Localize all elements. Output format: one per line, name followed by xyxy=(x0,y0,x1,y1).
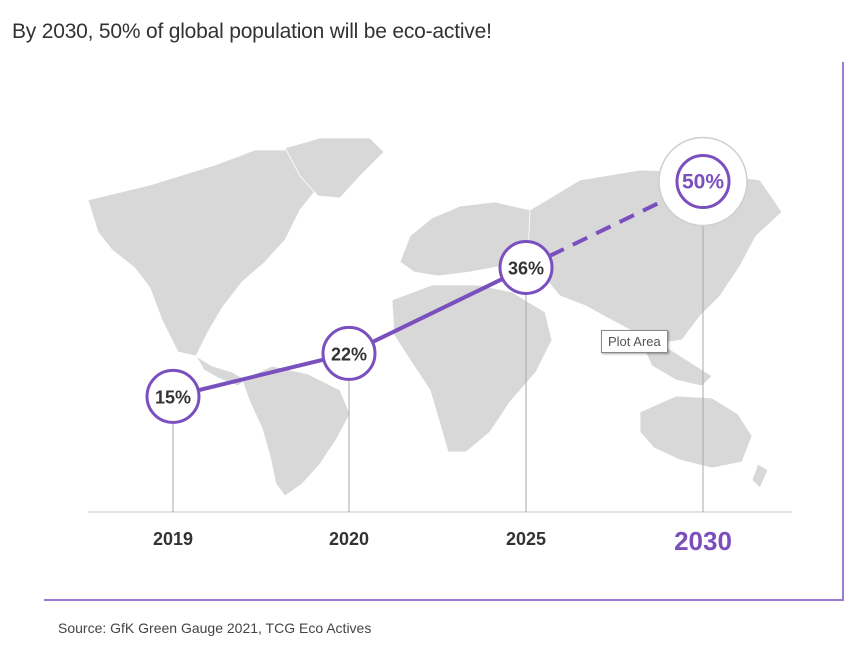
stem-lines xyxy=(172,207,704,512)
x-tick-2030: 2030 xyxy=(674,526,732,556)
data-label-2030: 50% xyxy=(682,171,724,194)
frame-border xyxy=(44,62,844,601)
series-segment xyxy=(348,265,527,356)
map-new-zealand xyxy=(751,463,769,489)
plot-area-tooltip: Plot Area xyxy=(601,330,668,353)
data-markers xyxy=(145,154,731,424)
source-note: Source: GfK Green Gauge 2021, TCG Eco Ac… xyxy=(58,620,372,636)
data-label-2020: 22% xyxy=(331,344,367,364)
x-tick-2025: 2025 xyxy=(506,529,546,549)
x-tick-2019: 2019 xyxy=(153,529,193,549)
series-segment xyxy=(172,351,350,399)
map-central-america xyxy=(195,355,247,387)
eco-active-chart: 15% 22% 36% 50% 2019 2020 2025 2030 xyxy=(44,62,844,601)
map-australia xyxy=(639,395,753,469)
chart-title: By 2030, 50% of global population will b… xyxy=(12,20,492,43)
data-point-2025 xyxy=(498,239,554,295)
data-label-2019: 15% xyxy=(155,387,191,407)
data-point-2020 xyxy=(321,325,377,381)
map-greenland xyxy=(284,137,385,199)
map-north-america xyxy=(87,149,336,357)
x-tick-2020: 2020 xyxy=(329,529,369,549)
map-south-america xyxy=(241,365,351,497)
data-label-2025: 36% xyxy=(508,258,544,278)
data-point-2030 xyxy=(675,154,731,209)
data-labels: 15% 22% 36% 50% xyxy=(155,171,724,408)
x-axis-ticks: 2019 2020 2025 2030 xyxy=(153,526,732,556)
map-africa xyxy=(391,284,553,453)
data-point-2019 xyxy=(145,368,201,424)
